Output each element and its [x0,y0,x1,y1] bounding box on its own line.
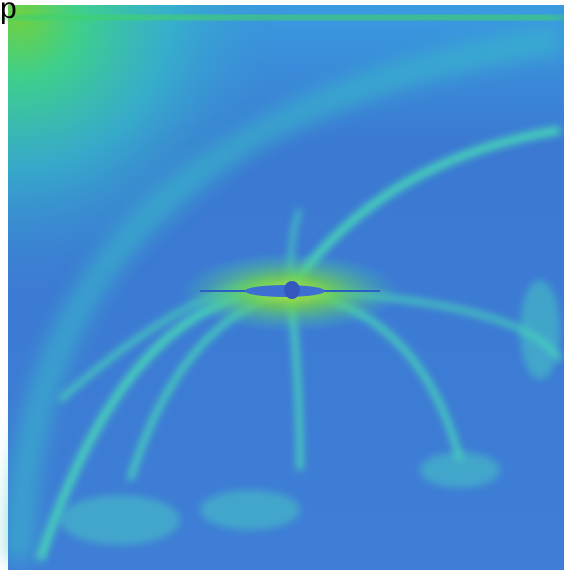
text-fragment: p [0,0,17,25]
bottom-noise [60,280,560,545]
center-core [284,281,300,299]
top-band [7,6,564,29]
outer-arc [7,27,562,561]
fractal [7,5,564,570]
